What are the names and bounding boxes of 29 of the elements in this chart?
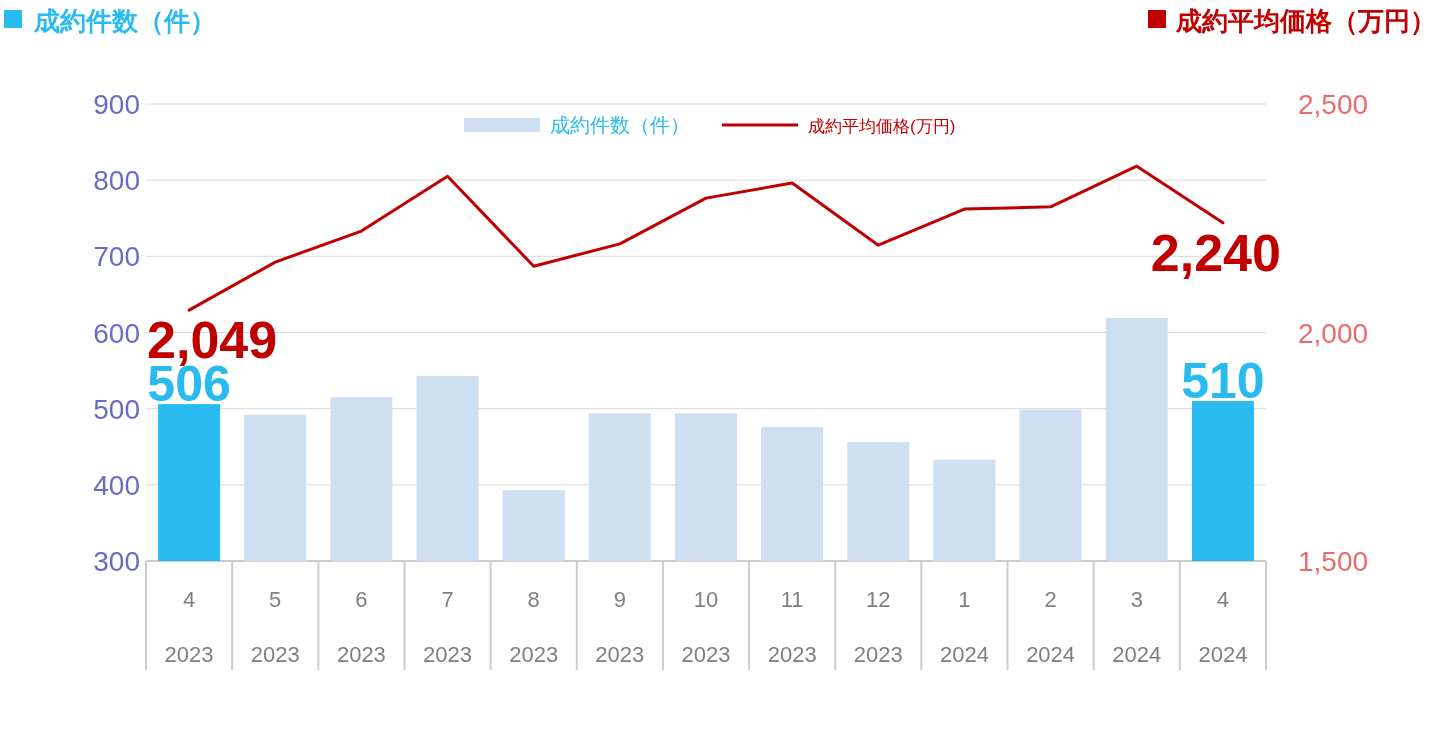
category-label: 9 2023 <box>595 587 645 667</box>
category-label: 12 2023 <box>853 587 903 667</box>
y-tick-label: 900 <box>93 89 140 120</box>
y-tick-label: 500 <box>93 393 140 425</box>
category-label: 3 2024 <box>1112 587 1162 667</box>
y2-tick-label: 2,000 <box>1298 317 1369 349</box>
y2-tick-label: 1,500 <box>1298 546 1369 577</box>
category-label: 8 2023 <box>509 587 559 667</box>
category-label: 5 2023 <box>250 587 300 667</box>
category-label: 2 2024 <box>1026 587 1076 667</box>
category-label: 4 2024 <box>1198 587 1248 667</box>
y-axis-title: 成約件数（件） <box>33 6 216 36</box>
category-label: 7 2023 <box>423 587 473 667</box>
category-label: 6 2023 <box>336 587 386 667</box>
y-tick-label: 700 <box>93 241 140 273</box>
category-label: 11 2023 <box>767 587 817 667</box>
y2-tick-label: 2,500 <box>1298 89 1369 120</box>
category-label: 1 2024 <box>939 587 989 667</box>
legend-label: 成約件数（件） <box>550 114 690 136</box>
y-tick-label: 400 <box>93 469 140 501</box>
y-tick-label: 300 <box>93 546 140 577</box>
category-label: 10 2023 <box>681 587 731 667</box>
y-tick-label: 600 <box>93 317 140 349</box>
y2-axis-title: 成約平均価格（万円） <box>1175 6 1436 36</box>
legend-label: 成約平均価格(万円) <box>808 117 956 136</box>
data-label: 2,240 <box>1150 223 1281 282</box>
y-tick-label: 800 <box>93 165 140 197</box>
data-label: 510 <box>1181 353 1265 410</box>
category-label: 4 2023 <box>164 587 214 667</box>
